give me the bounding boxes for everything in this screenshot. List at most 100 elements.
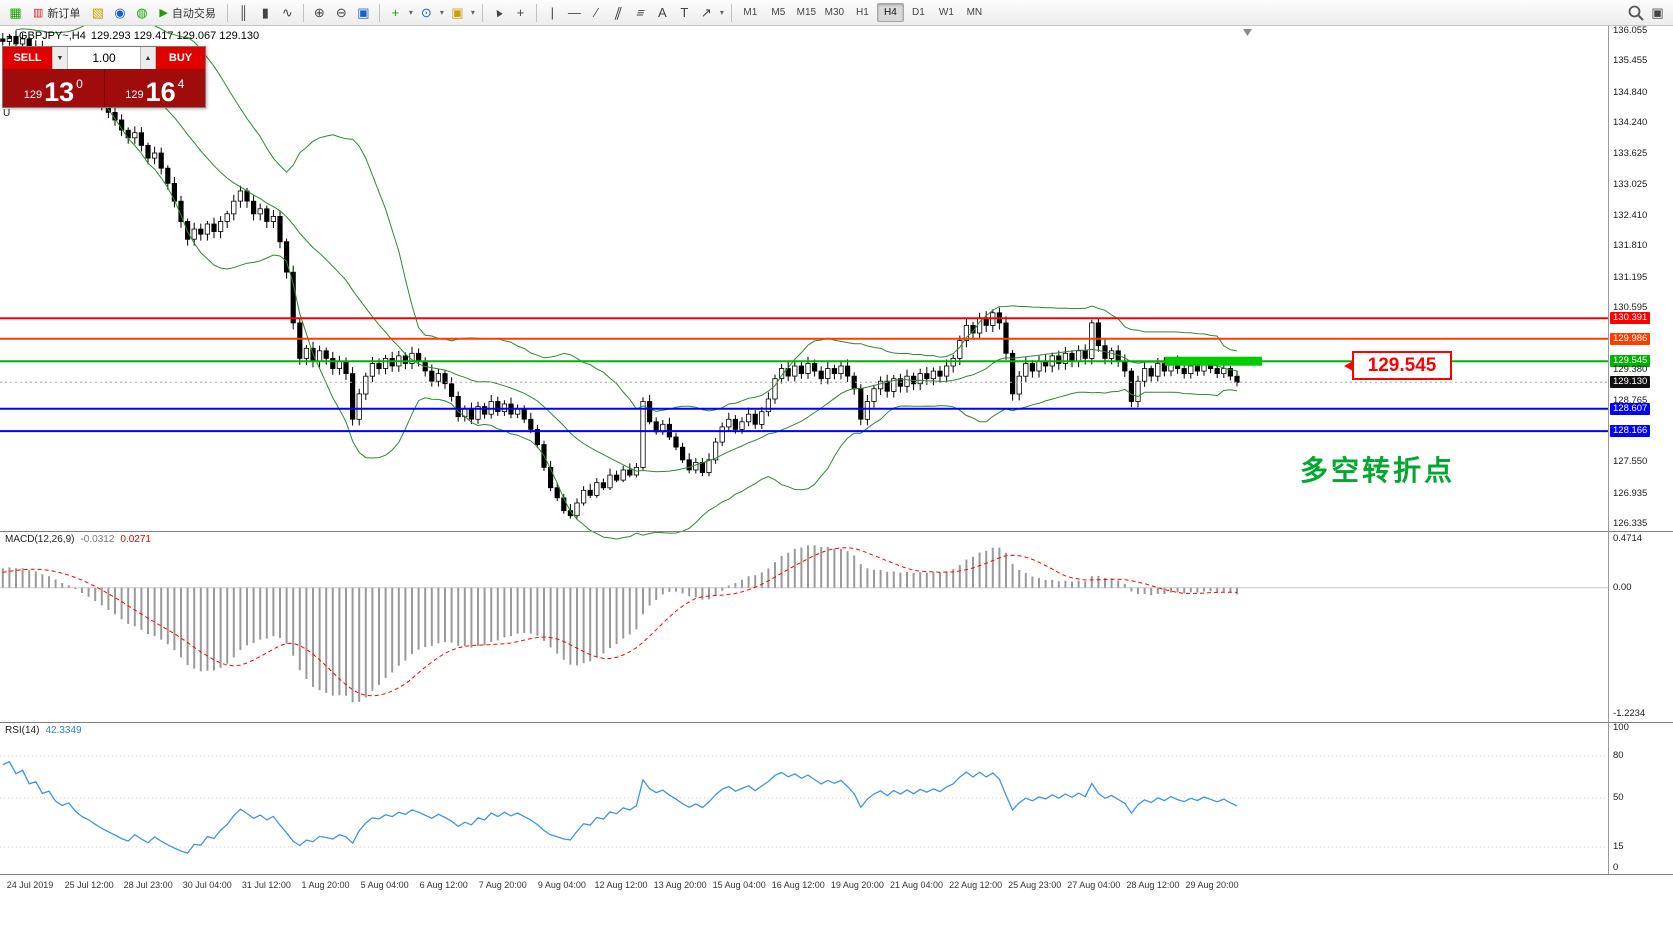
rsi-scale-label: 100 xyxy=(1613,722,1629,733)
market-watch-icon[interactable]: ◉ xyxy=(114,4,126,20)
price-tag: 129.130 xyxy=(1610,376,1651,389)
timeframe-m5[interactable]: M5 xyxy=(771,7,786,18)
macd-signal-value: 0.0271 xyxy=(120,534,151,545)
fibonacci-icon[interactable]: ≡ xyxy=(634,5,647,20)
macd-scale-label: 0.00 xyxy=(1613,581,1632,593)
buy-price-big: 16 xyxy=(145,77,176,108)
search-icon[interactable] xyxy=(1625,3,1646,23)
time-label: 21 Aug 04:00 xyxy=(889,880,944,890)
crosshair-icon[interactable]: + xyxy=(516,5,525,20)
macd-main-value: -0.0312 xyxy=(80,534,115,545)
volume-up-button[interactable]: ▲ xyxy=(140,47,156,69)
buy-button[interactable]: BUY xyxy=(156,47,205,69)
timeframe-mn[interactable]: MN xyxy=(966,7,983,18)
autotrade-button[interactable]: ▶ 自动交易 xyxy=(153,3,221,23)
sell-price-big: 13 xyxy=(44,77,75,108)
symbol-marker-icon[interactable]: ▲ xyxy=(6,31,14,41)
axis-label: 130.595 xyxy=(1613,301,1648,313)
periods-dropdown-icon[interactable]: ▾ xyxy=(439,8,444,17)
timeframe-h1[interactable]: H1 xyxy=(855,7,869,18)
zoom-out-icon[interactable]: ⊖ xyxy=(335,4,347,20)
rsi-title: RSI(14) xyxy=(5,725,40,736)
panel-divider xyxy=(1609,531,1673,532)
timeframe-w1[interactable]: W1 xyxy=(938,7,954,18)
rsi-value: 42.3349 xyxy=(45,725,82,736)
axis-label: 131.810 xyxy=(1613,240,1648,252)
price-axis[interactable]: 136.055 135.455 134.840 134.240 133.625 133.0… xyxy=(1608,25,1673,874)
axis-label: 129.380 xyxy=(1613,363,1648,375)
volume-down-button[interactable]: ▼ xyxy=(52,47,68,69)
time-label: 12 Aug 12:00 xyxy=(594,880,648,890)
templates-icon[interactable]: ▣ xyxy=(451,4,464,20)
axis-label: 131.195 xyxy=(1613,271,1648,283)
profiles-icon[interactable]: ▧ xyxy=(91,4,105,20)
arrows-tool-icon[interactable]: ↗ xyxy=(700,4,712,20)
axis-label: 134.840 xyxy=(1613,86,1648,98)
candle-chart-icon[interactable]: ▮ xyxy=(261,4,269,20)
new-order-label: 新订单 xyxy=(47,7,81,20)
autotrade-play-icon: ▶ xyxy=(159,7,168,19)
sell-price-prefix: 129 xyxy=(23,89,43,101)
axis-label: 134.240 xyxy=(1613,117,1648,129)
callout-price-text: 129.545 xyxy=(1367,354,1437,376)
rsi-scale-label: 15 xyxy=(1613,841,1624,852)
periods-icon[interactable]: ⊙ xyxy=(420,4,432,20)
timeframe-m1[interactable]: M1 xyxy=(743,7,758,18)
toolbar-separator xyxy=(481,3,483,22)
cursor-icon[interactable]: ▲ xyxy=(490,4,507,21)
channel-icon[interactable]: ∥ xyxy=(612,4,625,20)
line-chart-icon[interactable]: ∿ xyxy=(281,4,293,20)
indicators-dropdown-icon[interactable]: ▾ xyxy=(408,8,413,17)
time-label: 19 Aug 20:00 xyxy=(830,880,884,890)
time-label: 27 Aug 04:00 xyxy=(1067,880,1121,890)
chart-canvas[interactable] xyxy=(0,26,1608,874)
bar-chart-icon[interactable]: ║ xyxy=(238,5,248,20)
macd-label: MACD(12,26,9) -0.0312 0.0271 xyxy=(5,534,151,545)
time-label: 25 Aug 23:00 xyxy=(1008,880,1062,890)
indicators-icon[interactable]: + xyxy=(391,5,400,20)
timeframe-d1[interactable]: D1 xyxy=(911,7,925,18)
window-layout-icon[interactable]: ▣ xyxy=(1651,4,1664,20)
axis-label: 127.550 xyxy=(1613,456,1648,468)
price-tag: 129.545 xyxy=(1610,355,1651,368)
horizontal-line-icon[interactable]: — xyxy=(567,5,581,20)
zoom-in-icon[interactable]: ⊕ xyxy=(313,4,325,20)
time-label: 25 Jul 12:00 xyxy=(64,880,114,890)
sell-button[interactable]: SELL xyxy=(3,47,52,69)
new-order-button[interactable]: ▥ 新订单 xyxy=(27,3,86,23)
turning-point-annotation[interactable]: 多空转折点 xyxy=(1300,456,1456,487)
axis-label: 132.410 xyxy=(1613,209,1648,221)
rsi-scale-label: 0 xyxy=(1613,862,1619,873)
time-label: 31 Jul 12:00 xyxy=(241,880,291,890)
time-label: 30 Jul 04:00 xyxy=(182,880,232,890)
sell-price[interactable]: 129 13 0 xyxy=(3,69,104,107)
price-tag: 130.391 xyxy=(1610,312,1651,325)
tile-windows-icon[interactable]: ▣ xyxy=(357,4,370,20)
trendline-icon[interactable]: ∕ xyxy=(595,5,598,20)
buy-price[interactable]: 129 16 4 xyxy=(105,69,206,107)
timeframe-h4[interactable]: H4 xyxy=(876,3,904,22)
macd-title: MACD(12,26,9) xyxy=(5,534,75,545)
templates-dropdown-icon[interactable]: ▾ xyxy=(470,8,475,17)
time-label: 13 Aug 20:00 xyxy=(653,880,707,890)
vertical-line-icon[interactable]: | xyxy=(550,5,555,20)
arrows-dropdown-icon[interactable]: ▾ xyxy=(719,8,724,17)
time-label: 6 Aug 12:00 xyxy=(419,880,468,890)
price-tag: 129.986 xyxy=(1610,332,1651,345)
time-label: 1 Aug 20:00 xyxy=(301,880,350,890)
label-tool-icon[interactable]: T xyxy=(680,5,689,20)
axis-label: 133.025 xyxy=(1613,178,1648,190)
toolbar-separator xyxy=(535,3,537,22)
text-tool-icon[interactable]: A xyxy=(658,5,667,20)
time-axis[interactable]: 24 Jul 2019 25 Jul 12:00 28 Jul 23:00 30 Ju… xyxy=(0,874,1673,951)
price-callout[interactable]: 129.545 xyxy=(1344,351,1452,380)
volume-input[interactable]: 1.00 xyxy=(68,47,140,69)
axis-label: 126.335 xyxy=(1613,518,1648,529)
navigator-icon[interactable]: ◍ xyxy=(136,4,148,20)
watermark-text: U xyxy=(3,108,11,119)
timeframe-m30[interactable]: M30 xyxy=(824,7,845,18)
toolbar: ▦ ▥ 新订单 ▧ ◉ ◍ ▶ 自动交易 ║ ▮ ∿ ⊕ ⊖ ▣ + ▾ ⊙ ▾… xyxy=(0,0,1673,26)
time-label: 5 Aug 04:00 xyxy=(360,880,409,890)
new-chart-icon[interactable]: ▦ xyxy=(9,4,22,20)
timeframe-m15[interactable]: M15 xyxy=(796,7,817,18)
